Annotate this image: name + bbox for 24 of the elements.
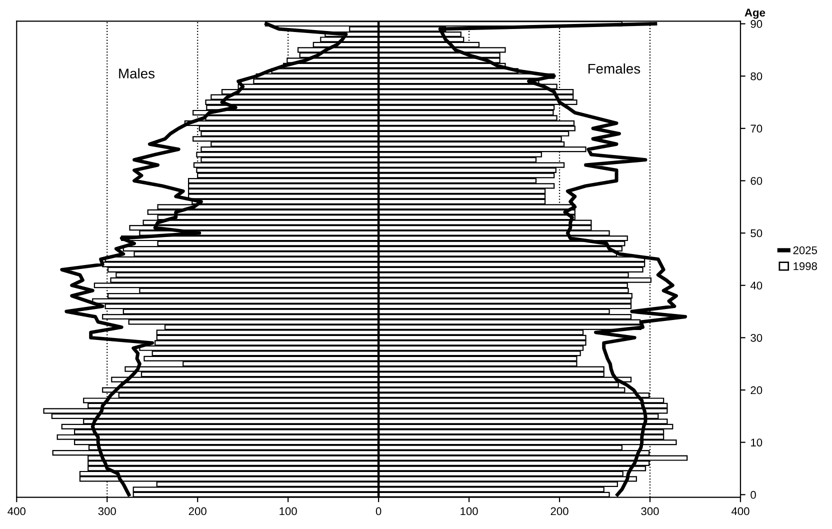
x-tick-label: 100 [280, 507, 297, 516]
y-tick-label: 70 [750, 124, 762, 133]
y-tick-label: 80 [750, 72, 762, 80]
annotation: Females [588, 63, 640, 74]
y-tick-label: 10 [751, 438, 762, 446]
y-tick-label: 40 [750, 282, 762, 290]
legend-label: 1998 [794, 262, 817, 270]
x-tick-label: 400 [731, 507, 750, 516]
x-tick-label: 200 [550, 507, 568, 516]
x-tick-label: 100 [460, 507, 478, 516]
y-tick-label: 30 [750, 334, 762, 342]
y-tick-label: 90 [750, 20, 762, 28]
x-tick-label: 0 [376, 507, 382, 516]
y-axis-title: Age [744, 8, 766, 19]
x-tick-label: 400 [8, 507, 26, 516]
x-tick-label: 200 [188, 507, 206, 516]
x-tick-label: 300 [641, 507, 659, 516]
legend-label: 2025 [793, 246, 818, 254]
y-tick-label: 50 [750, 229, 762, 238]
annotation: Males [119, 68, 155, 78]
y-tick-label: 0 [750, 490, 756, 499]
x-tick-label: 300 [98, 507, 116, 516]
y-tick-label: 60 [750, 177, 762, 185]
y-tick-label: 20 [750, 386, 762, 394]
